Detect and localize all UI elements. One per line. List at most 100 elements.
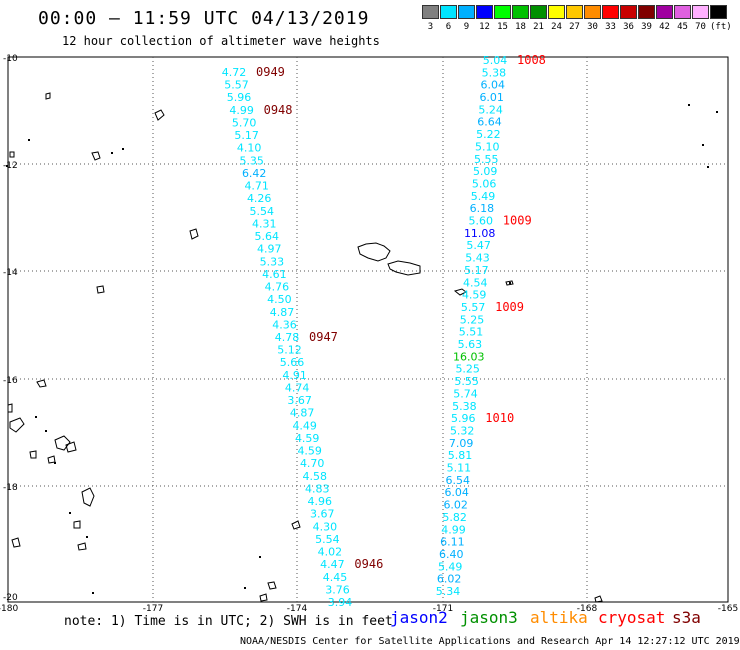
islet — [707, 166, 709, 168]
latitude-label: -20 — [3, 593, 18, 603]
wallis-island — [189, 228, 199, 240]
wave-height-value: 5.96 — [227, 91, 252, 104]
wave-height-value: 5.55 — [454, 375, 479, 388]
wave-height-value: 5.09 — [473, 165, 498, 178]
wave-height-value: 6.42 — [242, 167, 267, 180]
pass-time-label: 1009 — [503, 214, 532, 228]
samoa-upolu-island — [387, 260, 421, 276]
wave-height-value: 4.10 — [237, 142, 262, 155]
wave-height-value: 5.96 — [451, 412, 476, 425]
map-frame — [7, 56, 729, 603]
wave-height-value: 5.25 — [455, 363, 480, 376]
wave-height-value: 5.10 — [475, 140, 500, 153]
scale-swatch — [602, 5, 619, 19]
map-title: 00:00 – 11:59 UTC 04/13/2019 — [38, 8, 370, 29]
satellite-altika: altika — [530, 608, 588, 627]
scale-swatch — [710, 5, 727, 19]
wave-height-value: 4.83 — [305, 482, 330, 495]
scale-swatch — [476, 5, 493, 19]
wave-height-value: 5.11 — [447, 462, 472, 475]
longitude-label: -177 — [143, 604, 163, 614]
wave-height-value: 4.99 — [441, 523, 466, 536]
altimeter-tracks: 4.725.575.964.995.705.174.105.356.424.71… — [222, 53, 546, 609]
longitude-label: -168 — [577, 604, 598, 614]
wave-height-value: 5.34 — [436, 585, 461, 598]
latitude-label: -10 — [3, 54, 18, 64]
scale-label: 39 — [641, 22, 652, 32]
small-island — [9, 151, 15, 158]
scale-label: 36 — [623, 22, 634, 32]
wave-height-value: 5.12 — [277, 344, 302, 357]
wave-height-value: 5.63 — [458, 338, 483, 351]
wave-height-value: 5.35 — [239, 154, 264, 167]
wave-height-value: 5.22 — [476, 128, 501, 141]
scale-label: 45 — [677, 22, 688, 32]
latitude-label: -18 — [3, 483, 18, 493]
satellite-s3a: s3a — [672, 608, 701, 627]
scale-label: 12 — [479, 22, 490, 32]
islet — [122, 148, 124, 150]
islet — [702, 144, 704, 146]
wave-height-value: 5.49 — [471, 190, 496, 203]
wave-height-value: 5.54 — [315, 533, 340, 546]
satellite-cryosat: cryosat — [598, 608, 666, 627]
small-island — [45, 92, 51, 100]
small-island — [73, 520, 81, 529]
wave-height-value: 5.17 — [234, 129, 259, 142]
wave-height-value: 6.11 — [440, 536, 465, 549]
wave-height-value: 4.54 — [463, 276, 488, 289]
wave-height-value: 4.47 — [320, 558, 345, 571]
islet — [45, 430, 47, 432]
pass-time-label: 0949 — [256, 65, 285, 79]
wave-height-value: 4.26 — [247, 192, 272, 205]
fiji-lau-island — [54, 435, 71, 451]
wave-height-value: 4.45 — [323, 571, 348, 584]
islet — [35, 416, 37, 418]
scale-swatch — [674, 5, 691, 19]
wave-height-value: 5.70 — [232, 117, 257, 130]
islet — [688, 104, 690, 106]
axis-labels: -10 -12 -14 -16 -18 -20-180 -177 -174 -171 -168 -1… — [0, 54, 738, 614]
scale-label: 33 — [605, 22, 616, 32]
wave-height-value: 5.74 — [453, 387, 478, 400]
scale-swatch — [566, 5, 583, 19]
samoa-savaii-island — [357, 242, 391, 262]
scale-swatch — [584, 5, 601, 19]
wave-height-value: 3.67 — [287, 394, 312, 407]
fiji-lau-island — [81, 487, 95, 507]
wave-height-value: 5.55 — [474, 153, 499, 166]
wave-height-value: 4.02 — [318, 546, 343, 559]
islet — [69, 512, 71, 514]
scale-label: 24 — [551, 22, 562, 32]
wave-height-value: 4.96 — [308, 495, 333, 508]
footer-credit: NOAA/NESDIS Center for Satellite Applica… — [240, 636, 740, 647]
wave-height-value: 5.43 — [465, 252, 490, 265]
scale-swatch — [638, 5, 655, 19]
wave-height-value: 4.91 — [282, 369, 307, 382]
scale-label: 15 — [497, 22, 508, 32]
islet — [6, 165, 8, 167]
tutuila-island — [453, 288, 467, 296]
wave-height-value: 4.30 — [313, 520, 338, 533]
islets — [6, 104, 718, 594]
wave-height-value: 4.99 — [229, 104, 254, 117]
wave-height-value: 4.74 — [285, 382, 310, 395]
longitude-label: -171 — [433, 604, 453, 614]
wave-height-value: 5.25 — [460, 313, 485, 326]
wave-height-value: 4.70 — [300, 457, 325, 470]
wave-height-value: 3.76 — [325, 583, 350, 596]
wave-height-value: 5.47 — [466, 239, 491, 252]
wave-height-value: 6.04 — [444, 486, 469, 499]
wave-height-value: 4.49 — [292, 419, 317, 432]
pass-time-label: 1010 — [485, 411, 514, 425]
wave-height-value: 5.54 — [250, 205, 275, 218]
wave-height-value: 5.60 — [469, 215, 494, 228]
wave-height-value: 4.59 — [297, 445, 322, 458]
scale-label: 27 — [569, 22, 580, 32]
islet — [244, 587, 246, 589]
wave-height-value: 3.67 — [310, 508, 335, 521]
scale-swatch — [656, 5, 673, 19]
small-island — [267, 581, 277, 590]
pass-time-label: 0947 — [309, 330, 338, 344]
